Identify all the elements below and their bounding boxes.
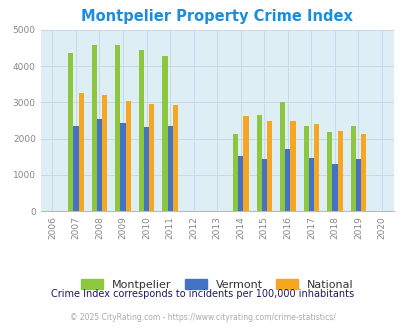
Text: © 2025 CityRating.com - https://www.cityrating.com/crime-statistics/: © 2025 CityRating.com - https://www.city… <box>70 313 335 322</box>
Bar <box>256 115 261 211</box>
Bar <box>78 93 83 211</box>
Bar <box>125 101 130 211</box>
Bar <box>162 56 167 211</box>
Title: Montpelier Property Crime Index: Montpelier Property Crime Index <box>81 9 352 24</box>
Bar <box>68 53 73 211</box>
Bar <box>139 50 144 211</box>
Bar <box>355 159 360 211</box>
Bar <box>102 95 107 211</box>
Bar <box>332 164 337 211</box>
Bar <box>243 116 248 211</box>
Bar <box>261 159 266 211</box>
Bar <box>167 126 172 211</box>
Bar <box>279 102 285 211</box>
Bar <box>360 134 365 211</box>
Bar <box>92 45 97 211</box>
Bar <box>115 45 120 211</box>
Legend: Montpelier, Vermont, National: Montpelier, Vermont, National <box>76 275 357 294</box>
Bar <box>120 123 125 211</box>
Bar <box>337 131 342 211</box>
Bar <box>350 126 355 211</box>
Bar <box>308 158 313 211</box>
Bar <box>313 124 318 211</box>
Bar <box>290 121 295 211</box>
Bar <box>266 121 271 211</box>
Bar <box>303 126 308 211</box>
Bar <box>97 118 102 211</box>
Bar <box>144 127 149 211</box>
Bar <box>326 132 332 211</box>
Bar <box>172 105 177 211</box>
Text: Crime Index corresponds to incidents per 100,000 inhabitants: Crime Index corresponds to incidents per… <box>51 289 354 299</box>
Bar <box>149 104 154 211</box>
Bar <box>73 126 78 211</box>
Bar <box>238 156 243 211</box>
Bar <box>285 149 290 211</box>
Bar <box>232 134 238 211</box>
